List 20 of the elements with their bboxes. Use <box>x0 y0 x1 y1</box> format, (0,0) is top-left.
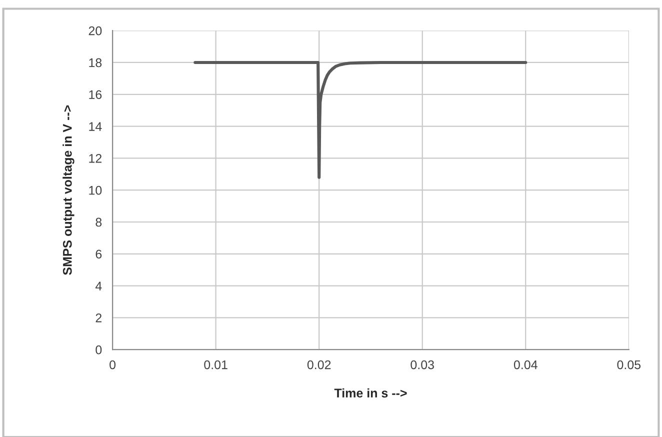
y-tick-label: 8 <box>96 218 102 227</box>
y-tick-label: 18 <box>89 58 102 68</box>
y-tick-label: 14 <box>89 122 102 131</box>
y-tick-label: 20 <box>88 26 102 36</box>
x-tick-label: 0.04 <box>514 360 538 370</box>
y-axis-title: SMPS output voltage in V --> <box>62 105 74 275</box>
line-series <box>194 60 528 179</box>
y-tick-label: 12 <box>89 154 102 163</box>
y-tick-label: 6 <box>96 250 102 259</box>
x-tick-label: 0.02 <box>307 360 331 370</box>
x-tick-label: 0.05 <box>617 360 641 370</box>
x-axis-title: Time in s --> <box>334 388 407 398</box>
y-tick-label: 4 <box>95 282 102 290</box>
y-tick-label: 0 <box>96 345 102 354</box>
y-tick-label: 16 <box>89 90 102 100</box>
x-tick-label: 0.01 <box>204 360 228 370</box>
x-tick-label: 0.03 <box>410 360 434 370</box>
y-tick-label: 2 <box>96 314 102 322</box>
x-tick-label: 0 <box>110 360 116 370</box>
y-tick-label: 10 <box>89 186 102 195</box>
